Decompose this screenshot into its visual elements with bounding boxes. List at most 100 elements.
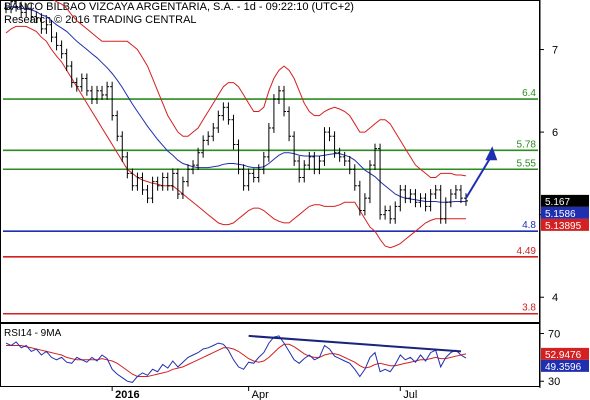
price-panel-frame [0,0,540,323]
price-tick-label: 6 [552,127,558,139]
price-bar [241,164,246,191]
bollinger-band-line [5,25,466,249]
price-bar [69,61,74,88]
price-badge-label: 5.13895 [545,221,582,232]
price-bar [438,184,443,224]
time-tick-label: Jul [403,389,417,400]
chart-subtitle: Research © 2016 TRADING CENTRAL [4,14,197,26]
price-bar [170,168,175,191]
price-bar [256,164,261,183]
price-bar [130,168,135,191]
price-bar [448,189,453,208]
price-bar [312,151,317,175]
level-label: 4.8 [522,220,536,231]
price-bar [297,156,302,183]
price-bar [347,156,352,175]
price-bar [292,131,297,166]
price-bar [317,156,322,175]
price-bar [342,151,347,166]
price-tick-label: 4 [552,292,558,304]
price-bar [89,85,94,105]
price-bar [231,114,236,150]
price-bar [9,0,14,14]
rsi-badge [541,347,589,360]
price-bar [100,85,105,100]
price-bar [145,184,150,204]
price-bar [24,3,29,18]
price-bar [362,193,367,216]
price-bar [74,77,79,92]
price-bar [302,160,307,183]
price-bar [418,193,423,208]
price-bar [115,110,120,142]
price-bar [261,151,266,175]
time-tick-label: 2016 [115,389,139,400]
price-tick-label: 7 [552,45,558,57]
price-bar [216,110,221,133]
rsi-badge-label: 49.3596 [545,362,582,373]
price-bar [423,193,428,212]
price-bar [221,102,226,121]
price-bar [206,131,211,146]
price-bar [464,193,468,206]
price-bar [196,147,201,171]
price-bar [34,11,39,24]
price-bar [79,73,84,92]
price-bar [160,172,165,191]
level-label: 5.78 [517,139,537,150]
price-bar [332,131,337,158]
price-bar [191,160,196,175]
price-bar [388,205,393,224]
price-bar [458,184,463,204]
price-bar [307,151,312,171]
rsi-badge [541,359,589,372]
time-tick-label: Apr [252,389,269,400]
price-badge [541,218,589,231]
price-badge [541,206,589,219]
moving-average-line [5,6,467,203]
price-bar [4,3,8,14]
rsi-panel-label: RSI14 - 9MA [4,328,62,339]
price-bar [59,40,64,59]
price-bar [105,81,110,100]
price-badge-label: 5.167 [545,197,570,208]
price-bar [150,176,155,204]
rsi-panel-frame [0,323,540,387]
price-bar [266,123,271,162]
price-bar [155,176,160,191]
rsi-tick-label: 30 [548,376,560,388]
price-bar [125,151,130,179]
price-bar [428,189,433,212]
price-bar [287,106,292,142]
price-bar [135,172,140,191]
price-bar [175,168,180,199]
price-bar [393,201,398,224]
forecast-arrow-shaft [465,155,493,199]
price-bar [246,168,251,191]
price-bar [367,160,372,204]
price-bar [453,184,458,199]
price-bar [433,184,438,199]
level-label: 6.4 [522,88,536,99]
price-bar [226,102,231,125]
forecast-arrow-head [485,146,498,161]
price-bar [398,184,403,212]
price-bar [276,85,281,105]
price-bar [337,147,342,162]
price-bar [19,1,24,18]
level-label: 3.8 [522,303,536,314]
price-bar [84,73,89,96]
price-bar [94,85,99,105]
price-bar [140,172,145,195]
price-bar [180,176,185,199]
price-bar [403,184,408,204]
price-bar [201,135,206,158]
price-bar [211,123,216,142]
price-bar [327,127,332,142]
price-badge-label: 5.1586 [545,209,576,220]
price-bar [322,127,327,166]
price-bar [165,172,170,191]
rsi-badge-label: 52.9476 [545,350,582,361]
price-bar [352,164,357,191]
